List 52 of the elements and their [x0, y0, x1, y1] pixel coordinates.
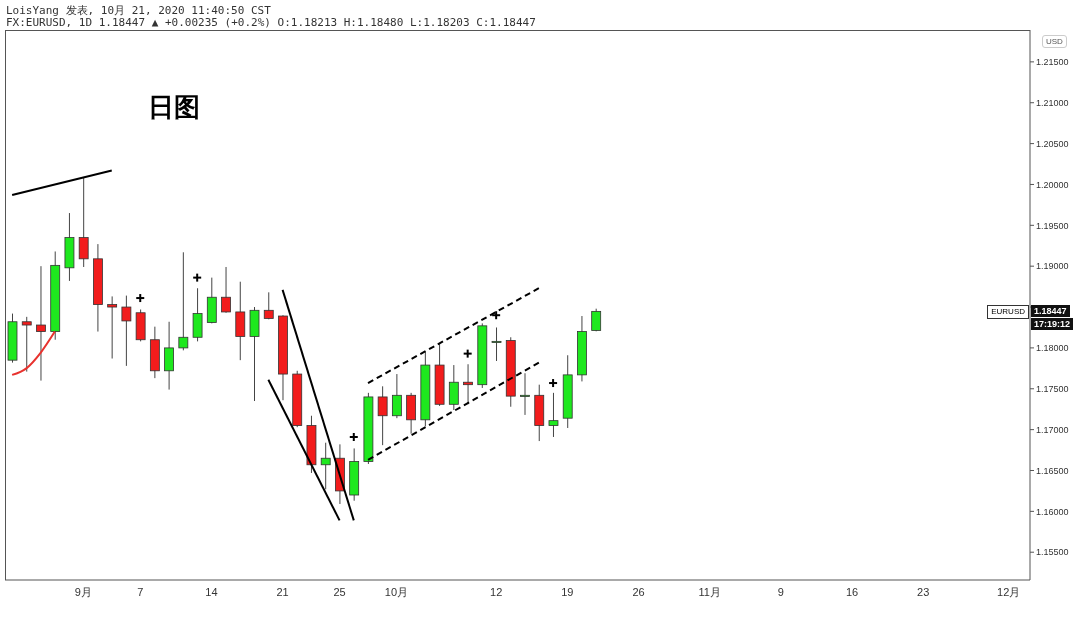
- y-tick-label: 1.15500: [1036, 547, 1069, 558]
- annotation: 1.18447: [1031, 305, 1070, 318]
- y-tick-label: 1.21000: [1036, 97, 1069, 108]
- candlestick: [107, 295, 118, 360]
- x-tick-label: 19: [561, 585, 574, 598]
- chart-title: LoisYang 发表, 10月 21, 2020 11:40:50 CST: [6, 3, 271, 18]
- candlestick: [263, 291, 274, 320]
- x-tick-label: 9月: [74, 585, 92, 598]
- candlestick: [36, 265, 46, 382]
- y-tick-label: 1.18000: [1036, 343, 1069, 354]
- candlestick: [121, 295, 132, 367]
- candlestick: [21, 316, 32, 373]
- y-tick-label: 1.21500: [1036, 57, 1069, 68]
- candlestick: [548, 392, 559, 438]
- candlestick: [377, 385, 388, 446]
- x-tick-label: 14: [205, 585, 218, 598]
- x-tick-label: 26: [632, 585, 645, 598]
- annotation: 日图: [148, 91, 200, 124]
- y-axis-title: USD: [1042, 35, 1067, 48]
- y-tick-label: 1.16000: [1036, 506, 1069, 517]
- x-tick-label: 16: [845, 585, 859, 598]
- x-tick-label: 12: [490, 585, 503, 598]
- y-tick-label: 1.17000: [1036, 424, 1069, 435]
- x-tick-label: 9: [777, 585, 784, 598]
- x-tick-label: 7: [137, 585, 144, 598]
- y-tick-label: 1.19000: [1036, 261, 1069, 272]
- text: 17:19:12: [1031, 318, 1074, 331]
- y-tick-label: 1.16500: [1036, 465, 1069, 476]
- candlestick: [448, 364, 459, 411]
- x-tick-label: 10月: [384, 585, 409, 598]
- candlestick: [178, 251, 189, 351]
- x-tick-label: 21: [276, 585, 289, 598]
- y-tick-label: 1.20500: [1036, 138, 1069, 149]
- candlestick: [491, 326, 502, 362]
- y-tick-label: 1.19500: [1036, 220, 1069, 231]
- y-tick-label: 1.20000: [1036, 179, 1069, 190]
- candlestick: [164, 321, 174, 391]
- y-tick-label: 1.17500: [1036, 383, 1069, 394]
- candlestick: [391, 373, 402, 419]
- candlestick: [320, 442, 331, 490]
- x-tick-label: 25: [333, 585, 346, 598]
- annotation: EURUSD: [987, 305, 1029, 320]
- candlestick: [520, 372, 530, 416]
- candlestick: [463, 363, 473, 405]
- x-tick-label: 12月: [997, 585, 1021, 598]
- chart-subtitle: FX:EURUSD, 1D 1.18447 ▲ +0.00235 (+0.2%) O:1.18213 H:1.18480 L:1.18203 C:1.18447: [6, 16, 536, 29]
- candlestick: [78, 177, 89, 268]
- x-tick-label: 23: [917, 585, 930, 598]
- x-tick-label: 11月: [698, 585, 721, 598]
- candlestick: [221, 266, 231, 314]
- candlestick: [192, 287, 203, 342]
- line-series: [11, 330, 56, 376]
